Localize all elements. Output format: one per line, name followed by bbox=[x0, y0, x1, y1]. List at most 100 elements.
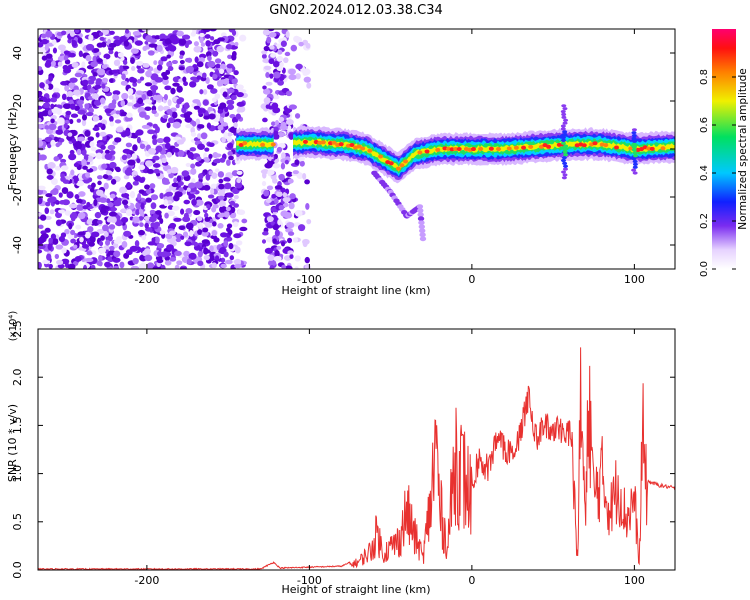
spectrogram-noise-cell bbox=[190, 131, 197, 137]
spectrogram-noise-cell bbox=[85, 257, 94, 263]
spectrogram-ytick-label: 40 bbox=[11, 46, 24, 60]
spectrogram-noise-cell bbox=[140, 202, 145, 210]
spectrogram-noise-cell bbox=[78, 191, 86, 197]
spectrogram-noise-cell bbox=[228, 242, 234, 250]
spectrogram-noise-cell bbox=[288, 104, 298, 110]
spectrogram-noise-cell bbox=[230, 94, 237, 101]
spectrogram-noise-cell bbox=[46, 168, 53, 175]
spectrogram-noise-cell bbox=[64, 228, 70, 235]
spectrogram-noise-cell bbox=[202, 29, 211, 33]
spectrogram-noise-cell bbox=[210, 254, 215, 262]
spectrogram-noise-cell bbox=[51, 93, 58, 99]
spectrogram-noise-cell bbox=[193, 241, 199, 247]
spectrogram-noise-cell bbox=[59, 200, 67, 205]
spectrogram-noise-cell bbox=[112, 94, 120, 101]
spectrogram-peak bbox=[360, 146, 366, 151]
spectrogram-noise-cell bbox=[41, 33, 47, 39]
spectrogram-noise-cell bbox=[70, 169, 75, 176]
spectrogram-peak bbox=[399, 163, 405, 168]
spectrogram-spike bbox=[633, 154, 639, 158]
spectrogram-noise-cell bbox=[223, 251, 229, 258]
spectrogram-noise-cell bbox=[198, 173, 204, 180]
spectrogram-peak bbox=[331, 140, 337, 145]
spectrogram-noise-cell bbox=[226, 142, 234, 149]
spectrogram-spike bbox=[562, 121, 568, 125]
spectrogram-noise-cell bbox=[167, 117, 176, 124]
spectrogram-spike bbox=[631, 157, 637, 161]
spectrogram-noise-cell bbox=[60, 81, 68, 86]
spectrogram-noise-cell bbox=[108, 211, 117, 217]
spectrogram-noise-cell bbox=[302, 68, 311, 76]
snr-multiplier: (x10⁴) bbox=[8, 311, 19, 342]
spectrogram-xlabel: Height of straight line (km) bbox=[281, 284, 430, 297]
spectrogram-noise-cell bbox=[265, 81, 273, 86]
spectrogram-branch bbox=[416, 204, 424, 210]
spectrogram-noise-cell bbox=[126, 167, 133, 174]
spectrogram-noise-cell bbox=[131, 153, 138, 160]
spectrogram-noise-cell bbox=[81, 114, 88, 121]
spectrogram-noise-cell bbox=[99, 197, 108, 203]
spectrogram-noise-cell bbox=[108, 102, 116, 110]
spectrogram-spike bbox=[631, 168, 637, 172]
snr-ytick-label: 1.5 bbox=[11, 417, 24, 435]
spectrogram-noise-cell bbox=[119, 261, 125, 269]
spectrogram-noise-cell bbox=[85, 111, 94, 117]
spectrogram-noise-cell bbox=[45, 193, 53, 198]
spectrogram-noise-cell bbox=[182, 76, 187, 83]
spectrogram-noise-cell bbox=[89, 141, 95, 148]
spectrogram-noise-cell bbox=[63, 55, 69, 61]
spectrogram-noise-cell bbox=[82, 165, 88, 170]
spectrogram-noise-cell bbox=[174, 191, 183, 198]
spectrogram-noise-cell bbox=[148, 43, 157, 48]
snr-series-line bbox=[38, 347, 675, 570]
spectrogram-noise-cell bbox=[109, 115, 114, 123]
spectrogram-noise-cell bbox=[210, 88, 218, 94]
spectrogram-noise-cell bbox=[96, 220, 103, 225]
spectrogram-noise-cell bbox=[109, 245, 115, 251]
spectrogram-noise-cell bbox=[152, 87, 157, 95]
spectrogram-noise-cell bbox=[145, 188, 152, 195]
spectrogram-noise-cell bbox=[214, 168, 220, 173]
spectrogram-spike bbox=[632, 171, 638, 175]
spectrogram-noise-cell bbox=[141, 94, 147, 101]
spectrogram-noise-cell bbox=[90, 146, 97, 152]
spectrogram-noise-cell bbox=[99, 36, 105, 41]
spectrogram-noise-cell bbox=[167, 65, 174, 72]
spectrogram-peak bbox=[603, 143, 609, 148]
spectrogram-noise-cell bbox=[199, 89, 204, 95]
spectrogram-peak bbox=[403, 159, 409, 164]
spectrogram-spike bbox=[560, 109, 566, 114]
spectrogram-noise-cell bbox=[286, 222, 295, 229]
snr-xtick-label: 0 bbox=[468, 574, 475, 587]
spectrogram-noise-cell bbox=[147, 50, 155, 56]
spectrogram-noise-cell bbox=[47, 161, 56, 169]
colorbar: 0.0 0.2 0.4 0.6 0.8 Normalized spectral ampl… bbox=[699, 29, 749, 277]
spectrogram-noise-cell bbox=[109, 78, 114, 83]
spectrogram-noise-cell bbox=[56, 259, 64, 265]
spectrogram-noise-cell bbox=[261, 239, 267, 244]
spectrogram-noise-cell bbox=[69, 149, 75, 155]
spectrogram-noise-cell bbox=[74, 194, 80, 200]
spectrogram-noise-cell bbox=[171, 182, 179, 188]
spectrogram-noise-cell bbox=[169, 34, 178, 42]
snr-frame bbox=[37, 328, 676, 571]
spectrogram-spike bbox=[632, 151, 638, 155]
spectrogram-noise-cell bbox=[214, 255, 220, 261]
spectrogram-noise-cell bbox=[176, 98, 183, 105]
spectrogram-noise-cell bbox=[219, 102, 227, 109]
spectrogram-noise-cell bbox=[262, 171, 267, 179]
spectrogram-noise-cell bbox=[265, 104, 270, 109]
spectrogram-noise-cell bbox=[226, 223, 233, 229]
spectrogram-noise-cell bbox=[234, 246, 241, 254]
spectrogram-noise-cell bbox=[184, 241, 192, 247]
spectrogram-noise-cell bbox=[101, 77, 109, 83]
spectrogram-peak bbox=[388, 161, 394, 166]
spectrogram-noise-cell bbox=[279, 61, 284, 68]
spectrogram-noise-cell bbox=[202, 227, 209, 233]
spectrogram-noise-cell bbox=[185, 123, 193, 129]
spectrogram-noise-cell bbox=[176, 139, 185, 145]
spectrogram-noise-cell bbox=[272, 163, 281, 169]
spectrogram-spike bbox=[631, 133, 637, 138]
spectrogram-noise-cell bbox=[76, 204, 84, 211]
spectrogram-noise-cell bbox=[73, 162, 80, 168]
